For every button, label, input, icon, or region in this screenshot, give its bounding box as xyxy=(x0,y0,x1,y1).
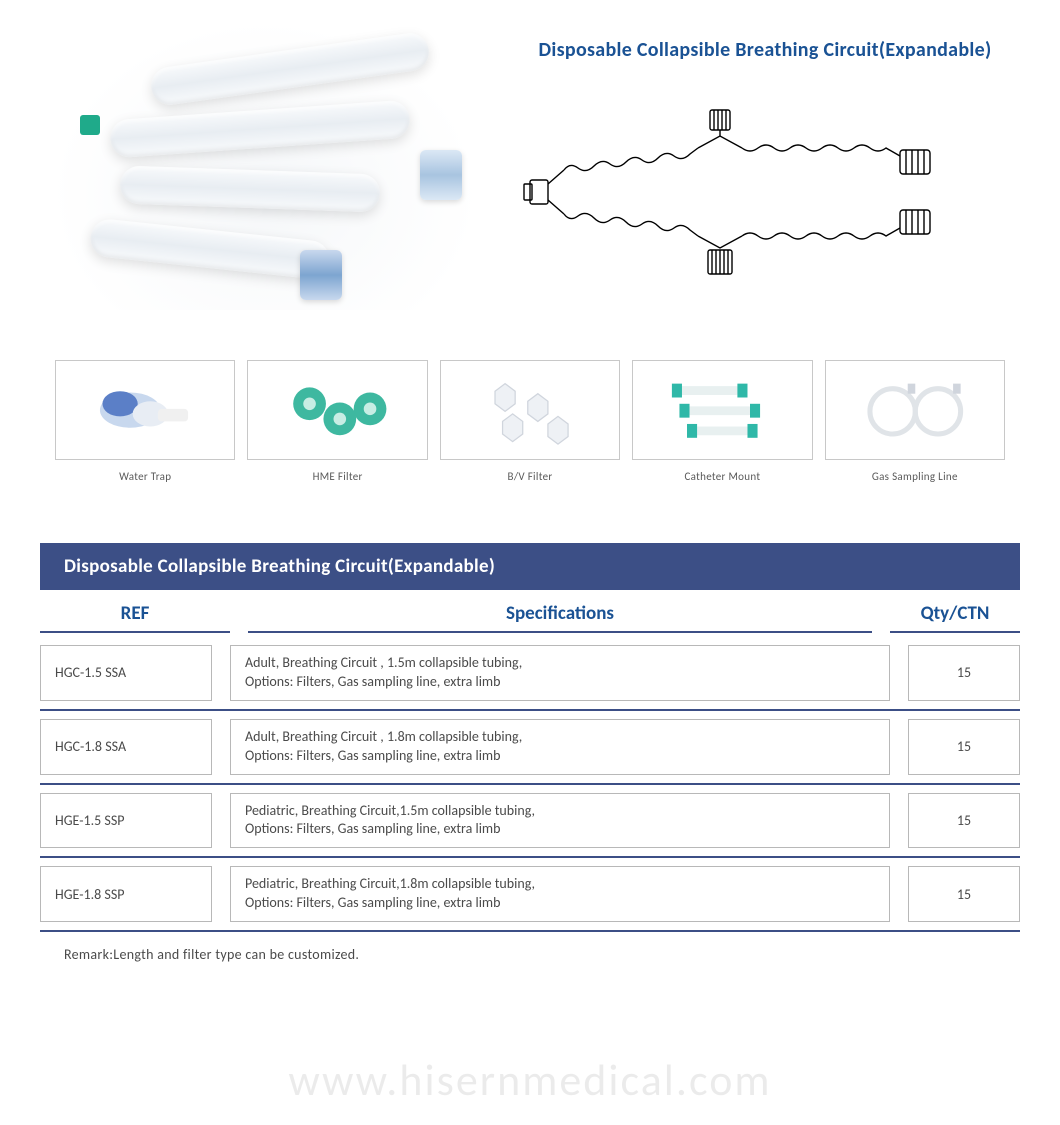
product-title: Disposable Collapsible Breathing Circuit… xyxy=(520,38,1010,62)
cap-graphic xyxy=(80,115,100,135)
top-section: Disposable Collapsible Breathing Circuit… xyxy=(0,0,1060,320)
thumb-bv-filter xyxy=(440,360,620,460)
cell-ref: HGC-1.8 SSA xyxy=(40,719,212,775)
product-photo xyxy=(50,20,480,310)
cell-qty: 15 xyxy=(908,866,1020,922)
thumbnails-row: Water Trap HME Filter B/V Filter Cathete… xyxy=(0,320,1060,493)
cell-spec: Pediatric, Breathing Circuit,1.5m collap… xyxy=(230,793,890,849)
cell-qty: 15 xyxy=(908,793,1020,849)
thumb-item: HME Filter xyxy=(247,360,427,483)
thumb-label: HME Filter xyxy=(313,470,363,483)
cell-qty: 15 xyxy=(908,645,1020,701)
thumb-item: Gas Sampling Line xyxy=(825,360,1005,483)
header-spec: Specifications xyxy=(230,602,890,625)
table-row: HGE-1.8 SSP Pediatric, Breathing Circuit,… xyxy=(40,858,1020,932)
thumb-water-trap xyxy=(55,360,235,460)
cell-spec: Pediatric, Breathing Circuit,1.8m collap… xyxy=(230,866,890,922)
cell-ref: HGE-1.5 SSP xyxy=(40,793,212,849)
table-headers: REF Specifications Qty/CTN xyxy=(40,590,1020,631)
table-row: HGE-1.5 SSP Pediatric, Breathing Circuit,… xyxy=(40,785,1020,859)
tube-graphic xyxy=(89,218,332,281)
thumb-label: Water Trap xyxy=(119,470,171,483)
thumb-item: B/V Filter xyxy=(440,360,620,483)
cell-spec: Adult, Breathing Circuit , 1.5m collapsi… xyxy=(230,645,890,701)
table-rows: HGC-1.5 SSA Adult, Breathing Circuit , 1.… xyxy=(40,633,1020,932)
thumb-item: Catheter Mount xyxy=(632,360,812,483)
cell-ref: HGE-1.8 SSP xyxy=(40,866,212,922)
cell-ref: HGC-1.5 SSA xyxy=(40,645,212,701)
connector-graphic xyxy=(300,250,342,300)
thumb-item: Water Trap xyxy=(55,360,235,483)
circuit-diagram xyxy=(520,102,940,282)
thumb-hme-filter xyxy=(247,360,427,460)
thumb-gas-sampling xyxy=(825,360,1005,460)
cell-spec: Adult, Breathing Circuit , 1.8m collapsi… xyxy=(230,719,890,775)
connector-graphic xyxy=(420,150,462,200)
tube-graphic xyxy=(119,165,380,212)
header-qty: Qty/CTN xyxy=(890,602,1020,625)
thumb-catheter-mount xyxy=(632,360,812,460)
tube-graphic xyxy=(109,100,411,159)
header-ref: REF xyxy=(40,602,230,625)
spec-table-section: Disposable Collapsible Breathing Circuit… xyxy=(0,493,1060,963)
thumb-label: Catheter Mount xyxy=(685,470,761,483)
table-row: HGC-1.5 SSA Adult, Breathing Circuit , 1.… xyxy=(40,633,1020,711)
watermark: www.hisernmedical.com xyxy=(0,1053,1060,1107)
cell-qty: 15 xyxy=(908,719,1020,775)
table-row: HGC-1.8 SSA Adult, Breathing Circuit , 1.… xyxy=(40,711,1020,785)
thumb-label: B/V Filter xyxy=(508,470,553,483)
right-column: Disposable Collapsible Breathing Circuit… xyxy=(520,20,1010,310)
table-remark: Remark:Length and filter type can be cus… xyxy=(40,932,1020,963)
thumb-label: Gas Sampling Line xyxy=(872,470,958,483)
tube-graphic xyxy=(149,31,432,108)
table-title: Disposable Collapsible Breathing Circuit… xyxy=(40,543,1020,590)
